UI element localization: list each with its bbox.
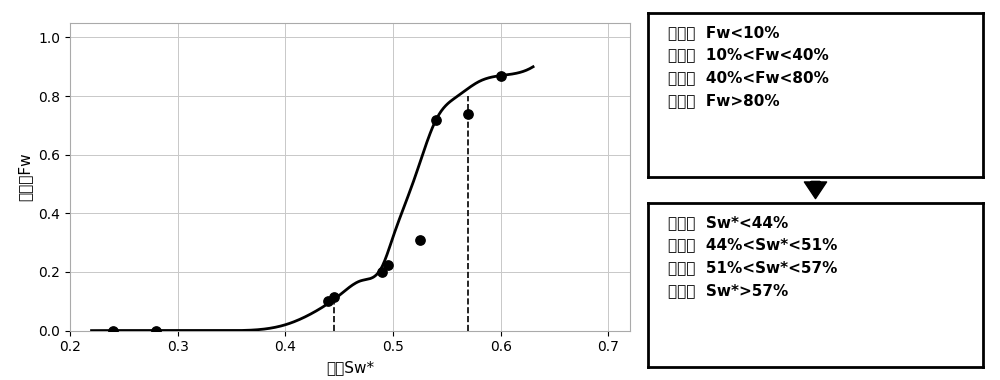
Point [428,117,444,123]
Point [148,328,164,334]
Point [105,328,121,334]
X-axis label: 校正Sw*: 校正Sw* [326,360,374,375]
Point [412,237,428,243]
Point [380,261,396,268]
Y-axis label: 产水率Fw: 产水率Fw [18,152,33,201]
Point [493,73,509,79]
Point [320,298,336,304]
Point [326,294,342,300]
Point [460,111,476,117]
Point [374,269,390,275]
Text: 未水淹  Fw<10%
弱水淹  10%<Fw<40%
中水淹  40%<Fw<80%
强水淹  Fw>80%: 未水淹 Fw<10% 弱水淹 10%<Fw<40% 中水淹 40%<Fw<80%… [668,25,829,108]
Text: 未水淹  Sw*<44%
弱水淹  44%<Sw*<51%
中水淹  51%<Sw*<57%
强水淹  Sw*>57%: 未水淹 Sw*<44% 弱水淹 44%<Sw*<51% 中水淹 51%<Sw*<… [668,215,837,298]
